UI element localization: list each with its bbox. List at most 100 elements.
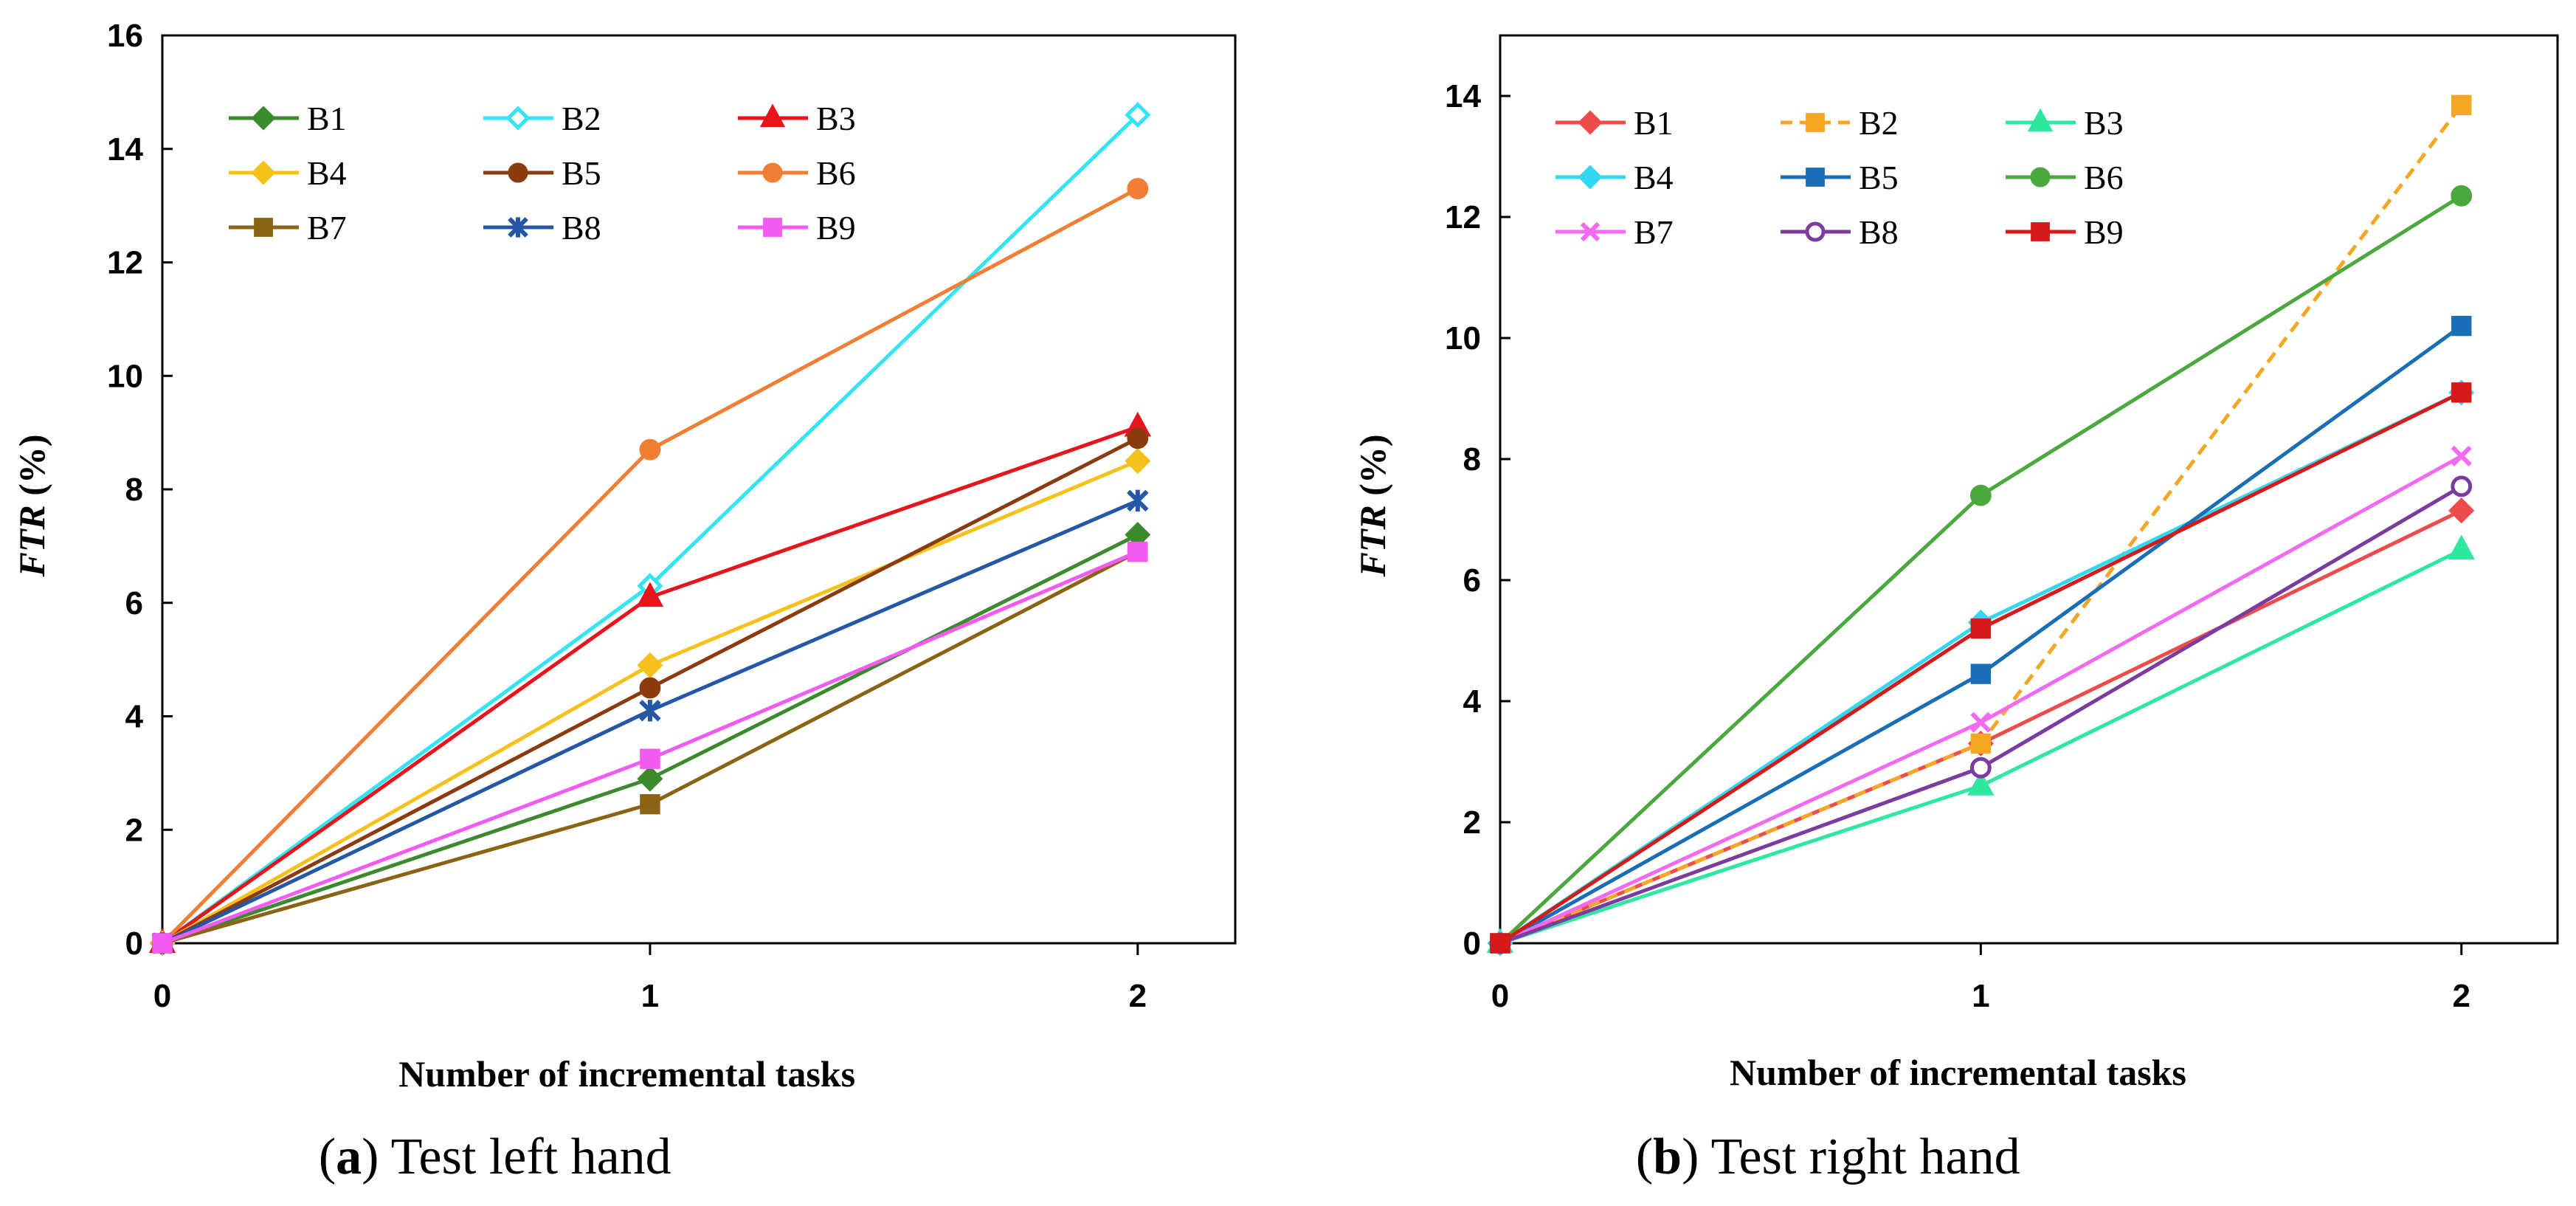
data-point-b9 [2451,382,2472,403]
series-b9 [1490,382,2472,954]
y-tick-label: 2 [125,812,143,848]
legend-label-b7: B7 [307,209,347,247]
series-b6 [1489,185,2473,954]
y-tick-label: 14 [107,131,143,168]
data-point-b8 [639,700,661,722]
legend-label-b1: B1 [1634,104,1674,142]
data-point-b2 [1970,733,1992,754]
data-point-b5 [1970,664,1992,684]
data-point-b9 [1128,541,1148,562]
data-point-b9 [640,748,660,769]
caption-open: ( [1636,1129,1653,1185]
data-point-b7 [1970,711,1992,733]
caption-open: ( [319,1129,336,1185]
y-tick-label: 10 [1445,320,1481,356]
legend-marker-b6 [762,162,783,183]
legend-label-b9: B9 [816,209,856,247]
data-point-b2 [1125,102,1151,128]
legend-marker-b2 [505,106,531,131]
data-point-b8 [1969,757,1992,779]
x-axis-title: Number of incremental tasks [398,1053,855,1095]
caption-letter: b [1653,1129,1682,1185]
data-point-b5 [639,677,661,699]
legend-marker-b8 [508,217,528,238]
data-point-b8 [2451,475,2473,497]
legend-label-b8: B8 [562,209,601,247]
series-line-b7 [162,550,1139,945]
legend: B1 B2 B3 B4 B5 B6 B7 B8 B9 [1555,104,2124,251]
caption-letter: a [336,1129,362,1185]
y-tick-label: 14 [1445,78,1481,114]
y-tick-label: 16 [107,18,143,54]
data-point-b5 [2451,315,2472,337]
y-tick-label: 10 [107,358,143,394]
y-axis-title: FTR (%) [1352,434,1393,577]
y-tick-label: 2 [1463,804,1481,841]
legend-marker-b1 [1578,110,1603,135]
data-point-b3 [2448,534,2475,559]
y-tick-label: 8 [1463,441,1481,478]
data-point-b7 [2451,445,2472,466]
legend-marker-b5 [508,162,528,183]
series-b6 [151,178,1149,954]
caption-text: Test left hand [379,1129,671,1185]
legend-label-b4: B4 [307,154,347,192]
x-tick-label: 0 [153,978,171,1014]
data-point-b7 [640,793,660,815]
data-point-b5 [1127,427,1149,449]
data-point-b1 [637,765,663,792]
legend-marker-b8 [1805,221,1826,242]
caption-close: ) [1682,1129,1699,1185]
data-point-b4 [637,652,663,678]
series-line-b8 [1499,484,2462,945]
y-tick-label: 12 [1445,199,1481,235]
y-tick-label: 0 [1463,926,1481,962]
legend-label-b4: B4 [1634,159,1674,196]
x-tick-label: 1 [641,978,659,1014]
legend-label-b6: B6 [2084,159,2124,196]
legend-marker-b2 [1806,113,1825,132]
caption-close: ) [362,1129,379,1185]
y-tick-label: 8 [125,472,143,508]
x-tick-label: 2 [1129,978,1147,1014]
data-point-b6 [1127,178,1149,199]
y-axis-title-unit: (%) [1352,434,1393,505]
data-point-b9 [1970,618,1992,639]
legend-label-b1: B1 [307,100,347,137]
legend-marker-b3 [759,103,786,128]
y-tick-label: 4 [125,699,144,735]
legend-label-b2: B2 [1859,104,1899,142]
series-b5 [151,427,1149,954]
data-point-b6 [1969,484,1992,506]
y-tick-label: 6 [125,585,143,621]
legend-label-b7: B7 [1634,213,1674,251]
legend-marker-b6 [2030,167,2051,187]
series-line-b9 [162,550,1139,945]
series-line-b8 [161,499,1139,945]
x-tick-label: 2 [2452,978,2470,1014]
legend-label-b3: B3 [2084,104,2124,142]
y-tick-label: 0 [125,926,143,962]
y-axis-title-unit: (%) [11,434,52,505]
legend-label-b2: B2 [562,100,601,137]
data-point-b8 [1127,489,1149,512]
legend-marker-b4 [1578,165,1603,190]
legend-marker-b5 [1806,168,1825,187]
chart-caption: (b) Test right hand [1636,1129,2020,1185]
legend-marker-b3 [2027,108,2054,132]
x-tick-label: 0 [1491,978,1509,1014]
series-b9 [152,541,1148,954]
y-tick-label: 4 [1463,683,1482,720]
data-point-b1 [2448,497,2475,524]
legend-label-b9: B9 [2084,213,2124,251]
legend-marker-b1 [251,106,276,131]
series-line-b7 [1499,454,2462,945]
plot-area-frame [1499,34,2559,945]
x-tick-label: 1 [1972,978,1989,1014]
legend: B1 B2 B3 B4 B5 B6 B7 B8 B9 [229,100,856,247]
data-point-b9 [1490,933,1510,954]
y-axis-title-main: FTR [1352,505,1393,577]
legend-label-b5: B5 [562,154,601,192]
